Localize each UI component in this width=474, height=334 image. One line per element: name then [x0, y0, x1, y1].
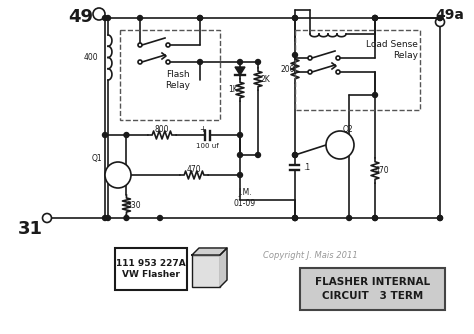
Bar	[120, 30, 220, 120]
Circle shape	[438, 15, 443, 20]
Circle shape	[373, 215, 377, 220]
Text: 400: 400	[83, 53, 98, 62]
Circle shape	[336, 56, 340, 60]
Circle shape	[237, 172, 243, 177]
Circle shape	[292, 15, 298, 20]
Text: 31: 31	[201, 273, 210, 279]
Circle shape	[346, 215, 352, 220]
Circle shape	[373, 93, 377, 98]
Circle shape	[373, 15, 377, 20]
Circle shape	[166, 60, 170, 64]
Circle shape	[106, 15, 110, 20]
Circle shape	[292, 215, 298, 220]
Text: 49: 49	[201, 262, 210, 268]
Bar	[300, 268, 445, 310]
Circle shape	[373, 215, 377, 220]
Circle shape	[237, 133, 243, 138]
Text: 49a: 49a	[204, 248, 217, 255]
Circle shape	[106, 215, 110, 220]
Circle shape	[292, 153, 298, 158]
Circle shape	[137, 15, 143, 20]
Text: 100 uf: 100 uf	[196, 143, 219, 149]
Text: Copyright J. Mais 2011: Copyright J. Mais 2011	[263, 250, 357, 260]
Text: Load Sense
Relay: Load Sense Relay	[366, 40, 418, 60]
Circle shape	[102, 215, 108, 220]
Polygon shape	[220, 248, 227, 287]
Text: .1: .1	[303, 163, 310, 172]
Circle shape	[308, 70, 312, 74]
Circle shape	[138, 43, 142, 47]
Text: 1K: 1K	[228, 86, 238, 95]
Circle shape	[102, 133, 108, 138]
Circle shape	[198, 15, 202, 20]
Text: 49: 49	[68, 8, 93, 26]
Text: 111 953 227A
VW Flasher: 111 953 227A VW Flasher	[116, 259, 186, 280]
Circle shape	[255, 153, 261, 158]
Circle shape	[326, 131, 354, 159]
Circle shape	[438, 215, 443, 220]
Text: Q1: Q1	[91, 155, 102, 164]
Bar	[115, 248, 187, 290]
Text: J.M.
01-09: J.M. 01-09	[234, 188, 256, 208]
Circle shape	[237, 153, 243, 158]
Text: FLASHER INTERNAL
CIRCUIT   3 TERM: FLASHER INTERNAL CIRCUIT 3 TERM	[315, 277, 430, 301]
Circle shape	[373, 15, 377, 20]
Circle shape	[373, 15, 377, 20]
Text: +: +	[95, 9, 103, 19]
Circle shape	[237, 59, 243, 64]
Circle shape	[198, 15, 202, 20]
Circle shape	[198, 59, 202, 64]
Circle shape	[292, 215, 298, 220]
Circle shape	[124, 133, 129, 138]
Circle shape	[124, 215, 129, 220]
Text: 31: 31	[18, 220, 43, 238]
Circle shape	[43, 213, 52, 222]
Text: 800: 800	[155, 125, 169, 134]
Circle shape	[255, 59, 261, 64]
Circle shape	[308, 56, 312, 60]
Circle shape	[138, 60, 142, 64]
Bar	[295, 30, 420, 110]
Circle shape	[292, 52, 298, 57]
Circle shape	[157, 215, 163, 220]
Text: 200: 200	[281, 64, 295, 73]
Circle shape	[166, 43, 170, 47]
Polygon shape	[192, 248, 227, 255]
Circle shape	[292, 153, 298, 158]
Bar	[192, 255, 220, 287]
Text: 49a: 49a	[435, 8, 464, 22]
Text: 470: 470	[187, 165, 201, 173]
Circle shape	[292, 215, 298, 220]
Circle shape	[93, 8, 105, 20]
Text: 2K: 2K	[260, 74, 270, 84]
Circle shape	[436, 17, 445, 26]
Text: Flash
Relay: Flash Relay	[165, 70, 191, 90]
Text: +: +	[200, 125, 207, 134]
Circle shape	[292, 15, 298, 20]
Circle shape	[102, 15, 108, 20]
Circle shape	[336, 70, 340, 74]
Polygon shape	[235, 67, 245, 75]
Text: 470: 470	[374, 166, 389, 175]
Circle shape	[438, 15, 443, 20]
Text: 330: 330	[126, 200, 141, 209]
Text: Q2: Q2	[343, 125, 354, 134]
Circle shape	[438, 215, 443, 220]
Circle shape	[105, 162, 131, 188]
